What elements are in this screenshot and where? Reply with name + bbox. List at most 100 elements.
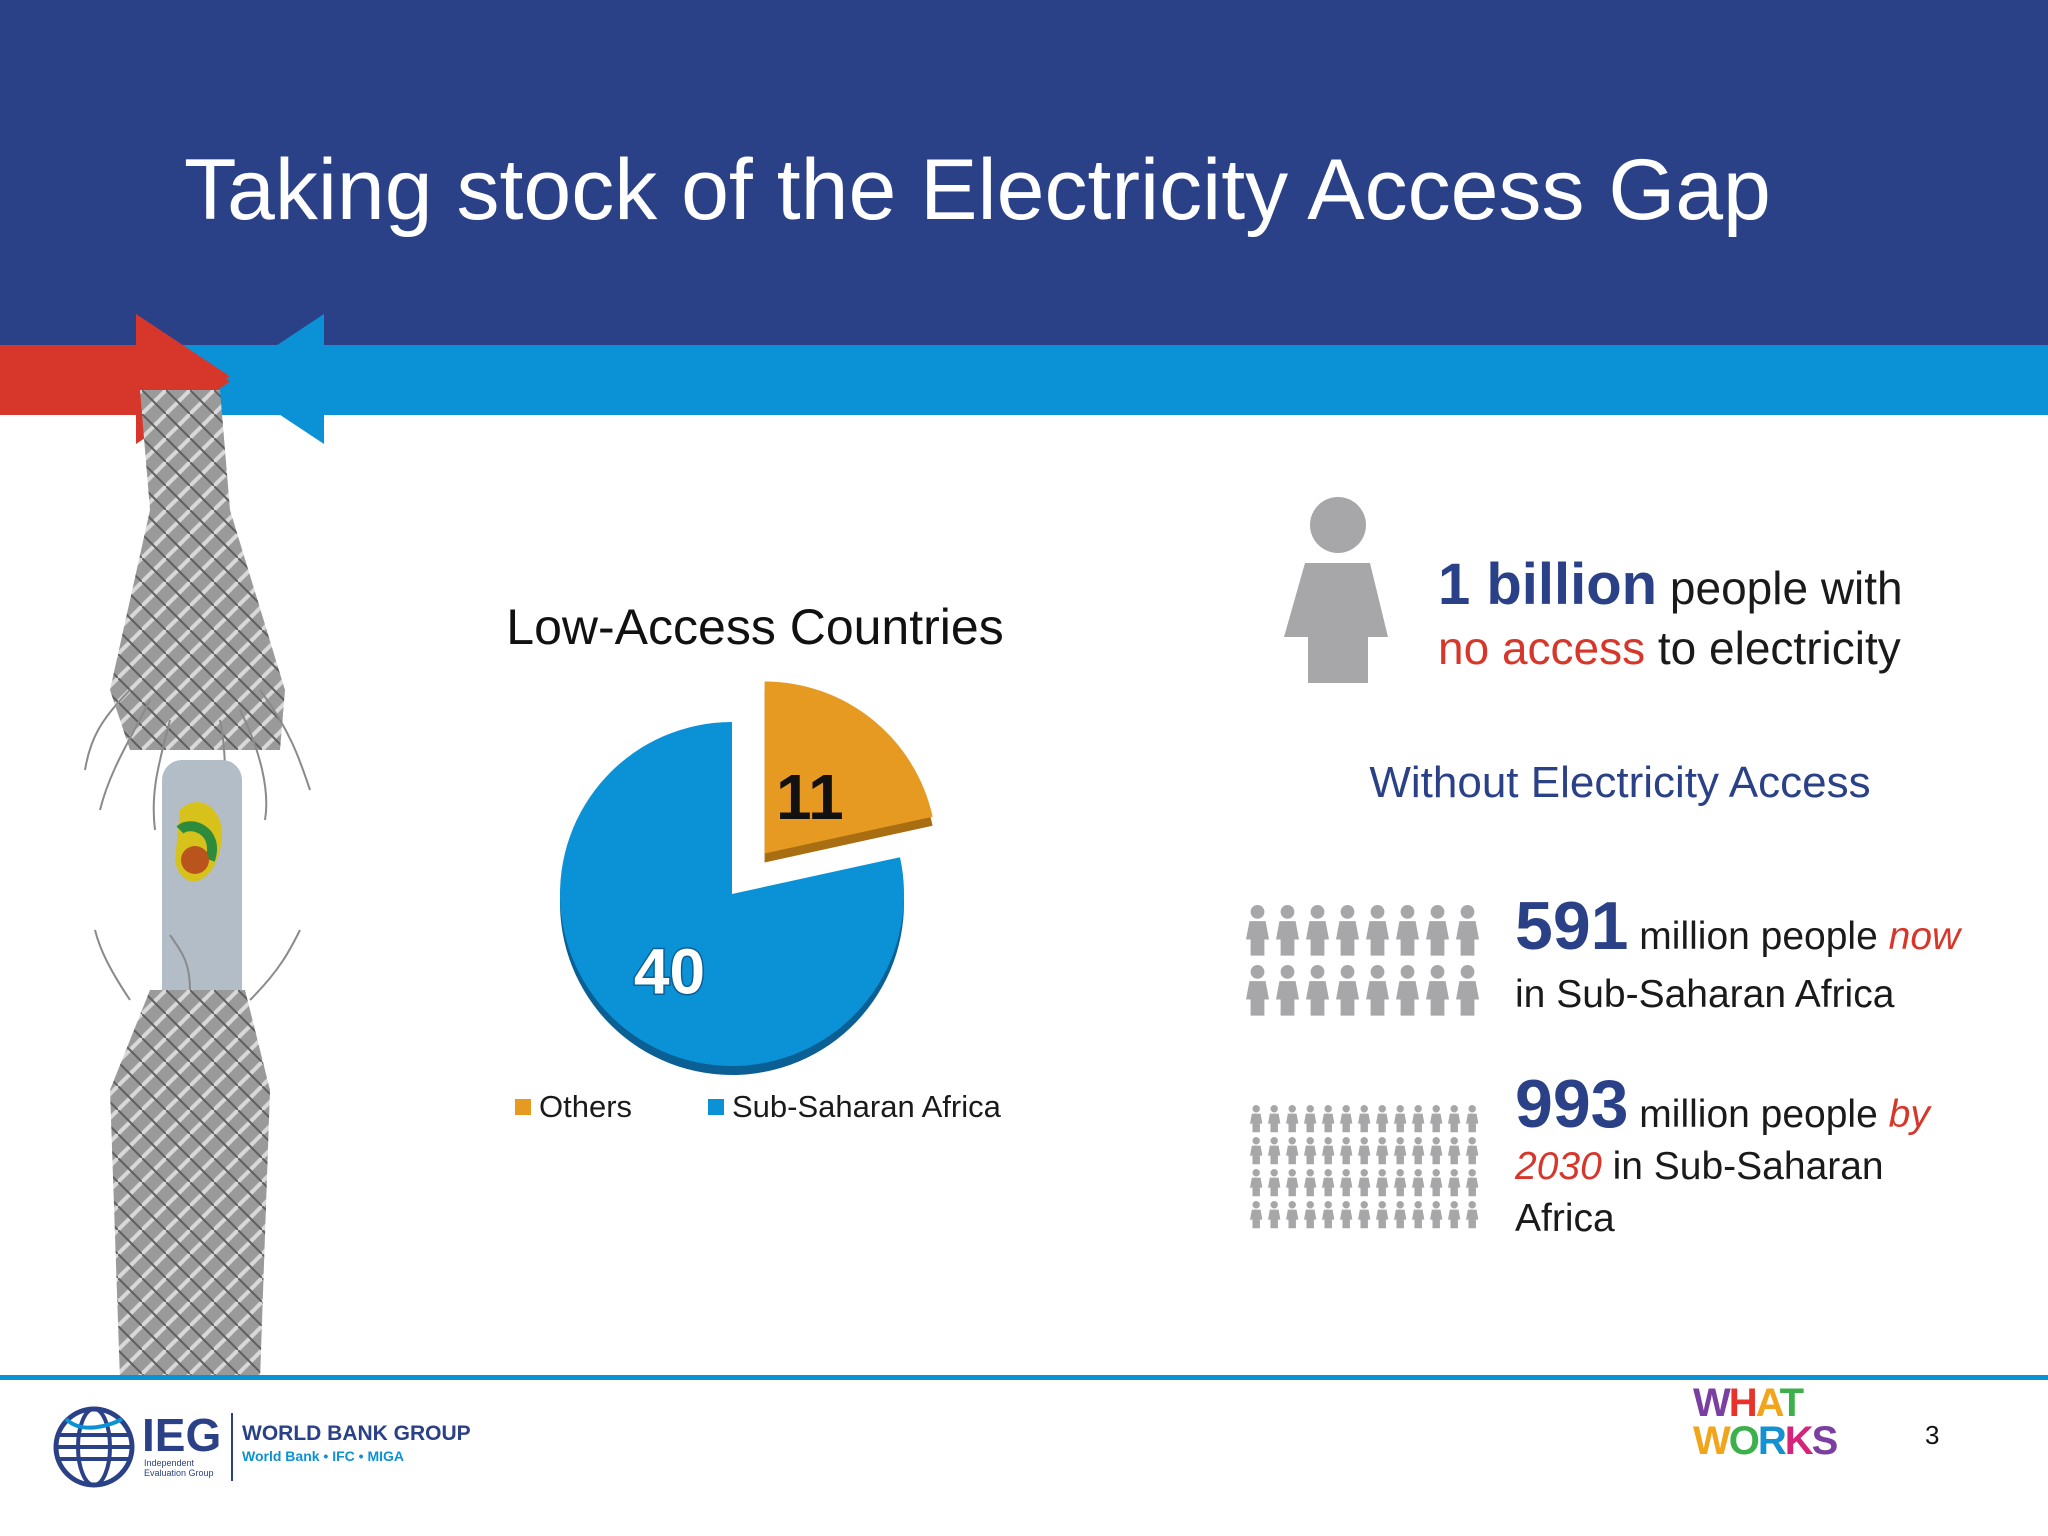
person-figure <box>1322 1105 1335 1133</box>
person-figure <box>1340 1105 1353 1133</box>
legend-label-others: Others <box>539 1089 633 1124</box>
person-figure <box>1466 1137 1479 1165</box>
person-figure <box>1268 1169 1281 1197</box>
person-figure <box>1394 1169 1407 1197</box>
legend-label-ssa: Sub-Saharan Africa <box>732 1089 1001 1124</box>
person-figure <box>1412 1169 1425 1197</box>
pie-slice-sub-saharan-africa <box>560 722 904 1066</box>
person-figure <box>1286 1169 1299 1197</box>
stat-993-text-b: in Sub-Saharan <box>1601 1145 1884 1188</box>
person-figure <box>1246 965 1269 1016</box>
billion-text-1: people with <box>1657 562 1903 614</box>
person-figure <box>1394 1105 1407 1133</box>
person-figure <box>1412 1105 1425 1133</box>
pie-data-label-1: 40 <box>634 936 705 1008</box>
person-figure <box>1268 1201 1281 1229</box>
person-figure <box>1286 1137 1299 1165</box>
person-figure <box>1268 1105 1281 1133</box>
person-figure <box>1448 1105 1461 1133</box>
billion-callout: 1 billion people with no access to elect… <box>1438 555 1903 678</box>
ieg-wordmark: IEG <box>142 1409 222 1461</box>
person-figure <box>1246 905 1269 956</box>
person-figure <box>1358 1169 1371 1197</box>
person-figure <box>1448 1137 1461 1165</box>
what-works-line1: WHAT <box>1693 1381 1804 1425</box>
stat-993-text-c: Africa <box>1515 1197 1615 1240</box>
stat-993-text-a: million people <box>1628 1093 1889 1136</box>
people-group-icon <box>1246 905 1479 1016</box>
person-figure <box>1430 1105 1443 1133</box>
stat-993-emph: by <box>1888 1093 1930 1136</box>
person-figure <box>1250 1169 1263 1197</box>
person-figure <box>1412 1137 1425 1165</box>
world-bank-group-wordmark: WORLD BANK GROUP <box>242 1422 471 1445</box>
person-figure <box>1250 1105 1263 1133</box>
ieg-subtitle-1: Independent <box>144 1458 195 1468</box>
ieg-subtitle-2: Evaluation Group <box>144 1468 214 1478</box>
footer-divider <box>0 1375 2048 1380</box>
person-figure <box>1340 1169 1353 1197</box>
stat-591-text-b: in Sub-Saharan Africa <box>1515 973 1895 1016</box>
person-figure <box>1466 1169 1479 1197</box>
person-figure <box>1430 1201 1443 1229</box>
person-figure <box>1448 1169 1461 1197</box>
person-figure <box>1276 965 1299 1016</box>
people-crowd-icon <box>1250 1105 1479 1229</box>
person-figure <box>1426 965 1449 1016</box>
person-figure <box>1426 905 1449 956</box>
person-figure <box>1376 1169 1389 1197</box>
person-figure <box>1358 1201 1371 1229</box>
person-figure <box>1306 905 1329 956</box>
section-subheading: Without Electricity Access <box>1369 758 1871 807</box>
stat-591: 591 million people now in Sub-Saharan Af… <box>1515 892 1961 1024</box>
person-figure <box>1250 1201 1263 1229</box>
legend-swatch-others <box>515 1099 531 1115</box>
person-figure <box>1358 1137 1371 1165</box>
person-figure <box>1322 1137 1335 1165</box>
person-figure <box>1306 965 1329 1016</box>
person-figure <box>1286 1105 1299 1133</box>
billion-number: 1 billion <box>1438 552 1658 617</box>
person-figure <box>1336 965 1359 1016</box>
person-icon <box>1284 497 1388 683</box>
person-figure <box>1466 1201 1479 1229</box>
person-figure <box>1394 1201 1407 1229</box>
legend-swatch-ssa <box>708 1099 724 1115</box>
person-figure <box>1412 1201 1425 1229</box>
what-works-line2: WORKS <box>1693 1419 1838 1456</box>
stat-993: 993 million people by 2030 in Sub-Sahara… <box>1515 1070 1930 1245</box>
blue-arrow <box>226 314 324 444</box>
person-figure <box>1366 905 1389 956</box>
person-figure <box>1376 1201 1389 1229</box>
billion-text-2: to electricity <box>1645 622 1901 674</box>
person-figure <box>1396 965 1419 1016</box>
person-figure <box>1322 1169 1335 1197</box>
no-access-text: no access <box>1438 622 1646 674</box>
person-figure <box>1448 1201 1461 1229</box>
pie-chart: 11 40 <box>560 681 933 1075</box>
person-figure <box>1456 965 1479 1016</box>
pie-chart-heading: Low-Access Countries <box>506 599 1004 655</box>
person-figure <box>1466 1105 1479 1133</box>
stat-993-emph2: 2030 <box>1515 1145 1602 1188</box>
person-figure <box>1250 1137 1263 1165</box>
person-figure <box>1304 1169 1317 1197</box>
person-figure <box>1456 905 1479 956</box>
person-figure <box>1430 1137 1443 1165</box>
globe-logo-icon <box>53 1406 135 1488</box>
person-figure <box>1304 1137 1317 1165</box>
ieg-subtitle: Independent Evaluation Group <box>144 1458 234 1478</box>
person-figure <box>1304 1201 1317 1229</box>
person-figure <box>1376 1105 1389 1133</box>
person-figure <box>1268 1137 1281 1165</box>
legend-item-ssa: Sub-Saharan Africa <box>708 1089 1001 1125</box>
stat-993-number: 993 <box>1515 1066 1629 1142</box>
person-figure <box>1336 905 1359 956</box>
page-number: 3 <box>1925 1420 1940 1450</box>
legend-item-others: Others <box>515 1089 632 1125</box>
what-works-logo: WHAT WORKS <box>1693 1380 1857 1456</box>
slide-title: Taking stock of the Electricity Access G… <box>184 142 1771 238</box>
person-figure <box>1340 1201 1353 1229</box>
person-figure <box>1396 905 1419 956</box>
stat-591-emph: now <box>1888 915 1961 958</box>
